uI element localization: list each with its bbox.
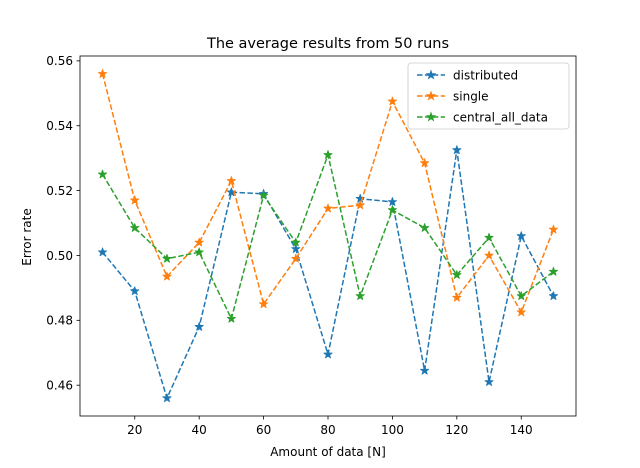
data-point <box>452 270 462 279</box>
y-tick-label: 0.52 <box>46 184 73 198</box>
data-point <box>323 349 333 359</box>
legend-label: central_all_data <box>453 110 548 124</box>
data-point <box>97 247 108 257</box>
data-point <box>548 291 559 300</box>
data-point <box>97 169 108 179</box>
data-point <box>516 231 526 240</box>
legend-marker <box>425 111 437 122</box>
x-tick-label: 120 <box>445 423 468 437</box>
data-point <box>162 253 172 263</box>
x-tick-label: 20 <box>127 423 142 437</box>
data-point <box>516 291 526 300</box>
x-tick-label: 140 <box>510 423 533 437</box>
data-point <box>548 224 559 234</box>
data-point <box>420 365 430 375</box>
data-point <box>162 393 172 403</box>
data-point <box>355 291 365 300</box>
data-point <box>97 69 108 78</box>
y-tick-label: 0.46 <box>46 378 73 392</box>
x-tick-label: 100 <box>381 423 404 437</box>
series-central_all_data <box>97 150 559 323</box>
y-axis-label: Error rate <box>20 208 34 265</box>
legend-entry-distributed: distributed <box>417 68 518 82</box>
legend-box <box>407 62 570 130</box>
data-point <box>323 203 333 213</box>
data-point <box>162 271 172 281</box>
data-point <box>548 266 559 276</box>
x-axis-label: Amount of data [N] <box>270 445 386 459</box>
data-point <box>452 292 462 302</box>
axes: 20 40 60 80 100 120 140 0.46 0.48 0.50 0.52 0.54 0.5… <box>46 54 577 437</box>
plot-area <box>97 69 559 403</box>
chart-title: The average results from 50 runs <box>206 36 449 52</box>
x-tick-label: 40 <box>192 423 207 437</box>
data-point <box>484 377 494 386</box>
y-tick-label: 0.48 <box>46 314 73 328</box>
data-point <box>130 195 140 205</box>
data-point <box>323 150 333 159</box>
legend-label: single <box>453 89 489 103</box>
data-point <box>387 96 397 106</box>
legend: distributed single central_all_data <box>407 62 570 130</box>
data-point <box>355 200 365 210</box>
data-point <box>259 190 269 200</box>
data-point <box>130 223 140 232</box>
y-tick-label: 0.56 <box>46 54 73 68</box>
data-point <box>226 313 236 323</box>
legend-marker <box>425 90 437 101</box>
data-point <box>484 232 494 242</box>
x-tick-label: 80 <box>320 423 335 437</box>
series-single <box>97 69 559 317</box>
data-point <box>194 322 204 331</box>
legend-marker <box>425 69 437 80</box>
x-tick-label: 60 <box>256 423 271 437</box>
data-point <box>226 176 236 185</box>
data-point <box>387 205 397 215</box>
data-point <box>484 250 494 260</box>
data-point <box>291 253 301 263</box>
y-tick-label: 0.54 <box>46 119 73 133</box>
data-point <box>452 145 462 155</box>
data-point <box>259 299 269 309</box>
data-point <box>420 223 430 232</box>
data-point <box>291 244 301 253</box>
data-point <box>420 158 430 167</box>
data-point <box>194 237 204 247</box>
data-point <box>194 247 204 257</box>
legend-label: distributed <box>453 68 518 82</box>
y-tick-label: 0.50 <box>46 249 73 263</box>
data-point <box>130 286 140 296</box>
legend-entry-central_all_data: central_all_data <box>417 110 548 124</box>
legend-entry-single: single <box>417 89 489 103</box>
data-point <box>516 307 526 317</box>
data-point <box>291 237 301 247</box>
data-point <box>387 197 397 206</box>
